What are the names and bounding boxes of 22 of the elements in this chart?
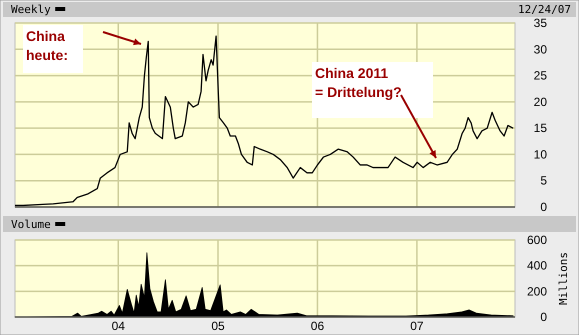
y-tick-label: 0 [540, 200, 548, 214]
y-tick-label: 200 [526, 284, 548, 298]
y-axis-title: Millions [557, 252, 570, 305]
annotation: China 2011 = Drittelung? [315, 65, 402, 100]
y-tick-label: 5 [540, 174, 548, 188]
x-tick-label: 04 [112, 319, 126, 333]
x-tick-label: 06 [310, 319, 324, 333]
y-tick-label: 35 [534, 16, 548, 30]
text: 12/24/07 [518, 3, 571, 16]
y-tick-label: 25 [534, 68, 548, 83]
y-tick-label: 400 [526, 258, 548, 273]
x-tick-label: 05 [211, 319, 225, 333]
legend-label: Volume [11, 218, 51, 231]
x-tick-label: 07 [410, 319, 424, 333]
y-tick-label: 0 [540, 310, 548, 324]
y-tick-label: 15 [534, 121, 548, 136]
annotation: China heute: [26, 28, 68, 63]
y-tick-label: 10 [534, 147, 548, 162]
y-tick-label: 600 [526, 233, 548, 247]
legend-label: Weekly [11, 3, 52, 16]
y-tick-label: 20 [534, 94, 548, 109]
y-tick-label: 30 [534, 42, 548, 56]
